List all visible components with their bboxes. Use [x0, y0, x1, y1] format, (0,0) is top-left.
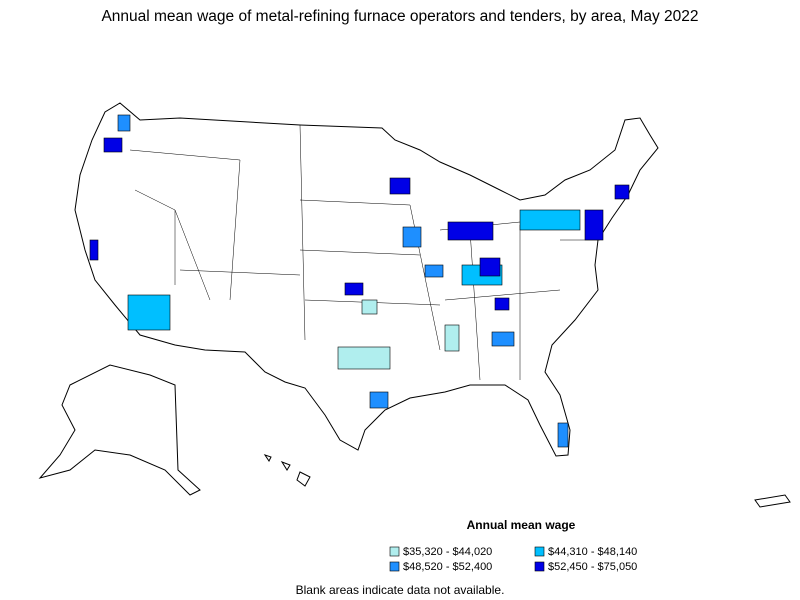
puerto-rico: [754, 494, 791, 508]
legend-label: $48,520 - $52,400: [403, 561, 492, 573]
area: [89, 239, 99, 261]
map: [38, 102, 791, 508]
legend-swatch: [389, 546, 400, 557]
area: [369, 391, 389, 409]
area: [491, 331, 515, 347]
area: [103, 137, 123, 153]
area: [447, 221, 494, 241]
area: [127, 294, 171, 331]
legend-swatch: [534, 561, 545, 572]
legend-swatch: [534, 546, 545, 557]
area: [337, 346, 391, 370]
legend: $35,320 - $44,020 $44,310 - $48,140 $48,52…: [389, 546, 637, 573]
legend-label: $35,320 - $44,020: [403, 546, 492, 558]
area: [479, 257, 501, 277]
area: [614, 184, 630, 200]
area: [424, 264, 444, 278]
map-title: Annual mean wage of metal-refining furna…: [101, 8, 698, 25]
wage-areas: [89, 114, 630, 448]
area: [402, 226, 422, 248]
area: [117, 114, 131, 132]
area: [519, 209, 581, 231]
alaska: [38, 364, 201, 496]
legend-swatch: [389, 561, 400, 572]
contiguous-us: [74, 102, 659, 457]
area: [344, 282, 364, 296]
area: [494, 297, 510, 311]
area: [584, 209, 604, 241]
footnote: Blank areas indicate data not available.: [296, 583, 505, 597]
hawaii: [263, 454, 311, 487]
area: [557, 422, 569, 448]
legend-label: $52,450 - $75,050: [548, 561, 637, 573]
area: [444, 324, 460, 352]
legend-label: $44,310 - $48,140: [548, 546, 637, 558]
area: [389, 177, 411, 195]
area: [361, 299, 378, 315]
legend-title: Annual mean wage: [467, 518, 576, 532]
